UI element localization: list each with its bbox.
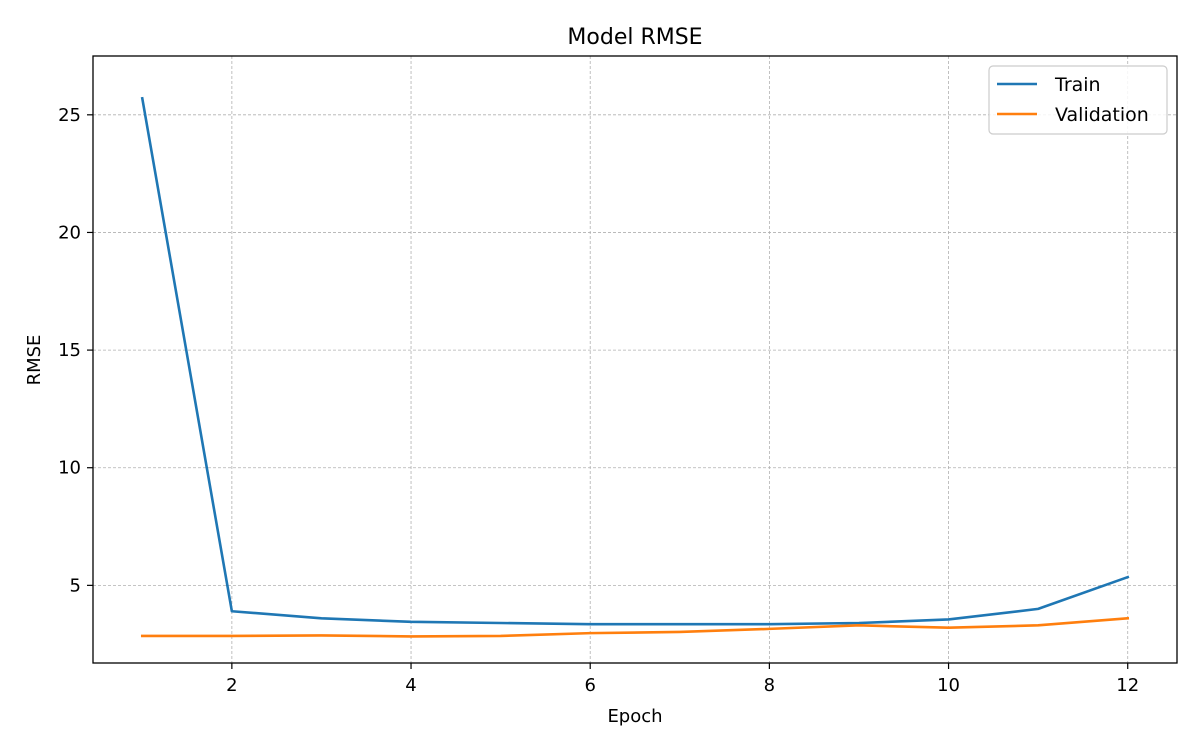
- y-tick-label: 20: [58, 222, 81, 243]
- x-tick-label: 4: [405, 675, 416, 696]
- x-tick-label: 2: [226, 675, 237, 696]
- y-tick-label: 25: [58, 105, 81, 126]
- plot-area-frame: [93, 56, 1177, 663]
- legend-label-validation: Validation: [1055, 104, 1149, 126]
- x-axis-label: Epoch: [607, 706, 662, 727]
- y-axis-label: RMSE: [24, 335, 45, 386]
- x-tick-label: 8: [764, 675, 775, 696]
- series-layer: [142, 98, 1127, 636]
- x-tick-label: 6: [584, 675, 595, 696]
- legend-label-train: Train: [1054, 74, 1101, 96]
- y-tick-label: 5: [70, 575, 81, 596]
- series-line-train: [142, 98, 1127, 624]
- legend: Train Validation: [989, 66, 1167, 134]
- y-tick-label: 15: [58, 340, 81, 361]
- x-tick-label: 12: [1116, 675, 1139, 696]
- grid: [93, 56, 1177, 663]
- y-tick-label: 10: [58, 458, 81, 479]
- axis-ticks: 2 4 6 8 10 12 5 10 15 20 25: [58, 105, 1139, 696]
- chart-title: Model RMSE: [567, 25, 702, 50]
- x-tick-label: 10: [937, 675, 960, 696]
- series-line-validation: [142, 618, 1127, 636]
